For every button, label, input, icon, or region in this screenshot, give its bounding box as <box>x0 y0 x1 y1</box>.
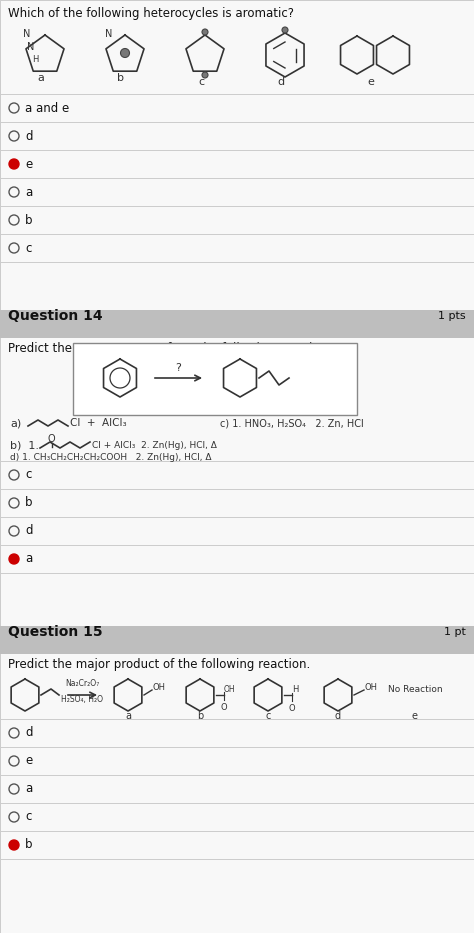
Text: N: N <box>27 42 35 52</box>
Text: b: b <box>25 839 33 852</box>
Text: Question 14: Question 14 <box>8 309 103 323</box>
Text: O: O <box>48 434 55 444</box>
Circle shape <box>282 27 288 33</box>
Text: O: O <box>221 703 228 712</box>
FancyBboxPatch shape <box>0 312 474 626</box>
Text: ?: ? <box>175 363 181 373</box>
FancyBboxPatch shape <box>0 626 474 654</box>
Text: N: N <box>23 29 30 39</box>
Text: b: b <box>25 214 33 227</box>
Text: c: c <box>25 468 31 481</box>
Text: a: a <box>25 186 32 199</box>
Text: e: e <box>367 77 374 87</box>
Text: a: a <box>25 552 32 565</box>
Text: d: d <box>277 77 284 87</box>
FancyBboxPatch shape <box>0 0 474 310</box>
Text: d: d <box>25 524 33 537</box>
Text: H: H <box>32 55 38 64</box>
Text: e: e <box>25 158 32 171</box>
Text: No Reaction: No Reaction <box>388 685 442 693</box>
Text: Predict the major product of the following reaction.: Predict the major product of the followi… <box>8 658 310 671</box>
Text: a: a <box>25 783 32 796</box>
Text: c: c <box>198 77 204 87</box>
Text: e: e <box>25 755 32 768</box>
Text: OH: OH <box>365 684 378 692</box>
Text: a: a <box>37 73 45 83</box>
Text: Cl + AlCl₃  2. Zn(Hg), HCl, Δ: Cl + AlCl₃ 2. Zn(Hg), HCl, Δ <box>92 440 217 450</box>
Text: 1 pts: 1 pts <box>438 311 466 321</box>
Text: d: d <box>25 727 33 740</box>
Text: Question 15: Question 15 <box>8 625 103 639</box>
Text: a): a) <box>10 418 21 428</box>
Text: e: e <box>412 711 418 721</box>
Text: c) 1. HNO₃, H₂SO₄   2. Zn, HCl: c) 1. HNO₃, H₂SO₄ 2. Zn, HCl <box>220 418 364 428</box>
Text: N: N <box>105 29 112 39</box>
Text: c: c <box>25 242 31 255</box>
Text: c: c <box>265 711 271 721</box>
FancyBboxPatch shape <box>0 310 474 338</box>
Text: b: b <box>197 711 203 721</box>
Text: Na₂Cr₂O₇: Na₂Cr₂O₇ <box>65 679 99 688</box>
Circle shape <box>202 29 208 35</box>
Text: c: c <box>25 811 31 824</box>
Circle shape <box>120 49 129 58</box>
Text: Cl  +  AlCl₃: Cl + AlCl₃ <box>70 418 127 428</box>
Circle shape <box>9 554 19 564</box>
FancyBboxPatch shape <box>73 343 357 415</box>
FancyBboxPatch shape <box>0 628 474 933</box>
Text: Which of the following heterocycles is aromatic?: Which of the following heterocycles is a… <box>8 7 294 20</box>
Text: b: b <box>118 73 125 83</box>
Circle shape <box>9 159 19 169</box>
Text: Predict the reagents to perform the following reaction.: Predict the reagents to perform the foll… <box>8 342 331 355</box>
Text: a and e: a and e <box>25 102 69 115</box>
Circle shape <box>9 840 19 850</box>
Text: d: d <box>335 711 341 721</box>
Text: d: d <box>25 130 33 143</box>
Text: OH: OH <box>153 684 166 692</box>
Text: d) 1. CH₃CH₂CH₂CH₂COOH   2. Zn(Hg), HCl, Δ: d) 1. CH₃CH₂CH₂CH₂COOH 2. Zn(Hg), HCl, Δ <box>10 453 211 463</box>
Text: H₂SO₄, H₂O: H₂SO₄, H₂O <box>61 695 103 704</box>
Text: 1 pt: 1 pt <box>444 627 466 637</box>
Text: b: b <box>25 496 33 509</box>
Text: a: a <box>125 711 131 721</box>
Text: OH: OH <box>224 686 236 694</box>
Text: H: H <box>292 686 298 694</box>
Text: O: O <box>289 704 296 713</box>
Circle shape <box>202 72 208 78</box>
Text: b)  1.: b) 1. <box>10 440 39 450</box>
